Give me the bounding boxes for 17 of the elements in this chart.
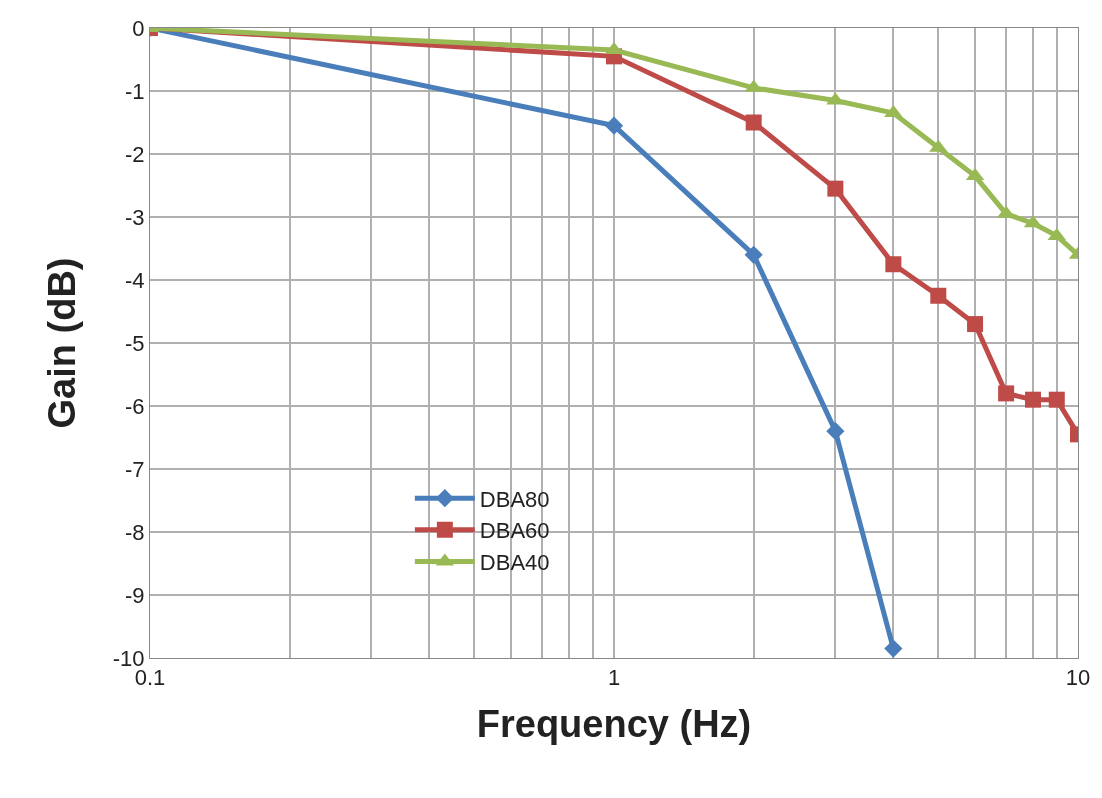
y-tick-label: 0 — [132, 15, 145, 41]
y-tick-label: -3 — [125, 204, 145, 230]
y-tick-label: -9 — [125, 582, 145, 608]
legend-label: DBA80 — [479, 486, 550, 512]
legend-label: DBA40 — [479, 549, 550, 575]
x-tick-label: 10 — [1065, 665, 1091, 691]
y-tick-label: -1 — [125, 78, 145, 104]
y-tick-label: -8 — [125, 519, 145, 545]
y-tick-label: -2 — [125, 141, 145, 167]
legend-label: DBA60 — [479, 518, 550, 544]
x-tick-label: 1 — [607, 665, 621, 691]
y-tick-label: -5 — [125, 330, 145, 356]
y-tick-label: -6 — [125, 393, 145, 419]
y-tick-label: -7 — [125, 456, 145, 482]
x-axis-title: Frequency (Hz) — [476, 702, 752, 745]
y-tick-label: -4 — [125, 267, 145, 293]
y-axis-title: Gain (dB) — [41, 257, 83, 429]
